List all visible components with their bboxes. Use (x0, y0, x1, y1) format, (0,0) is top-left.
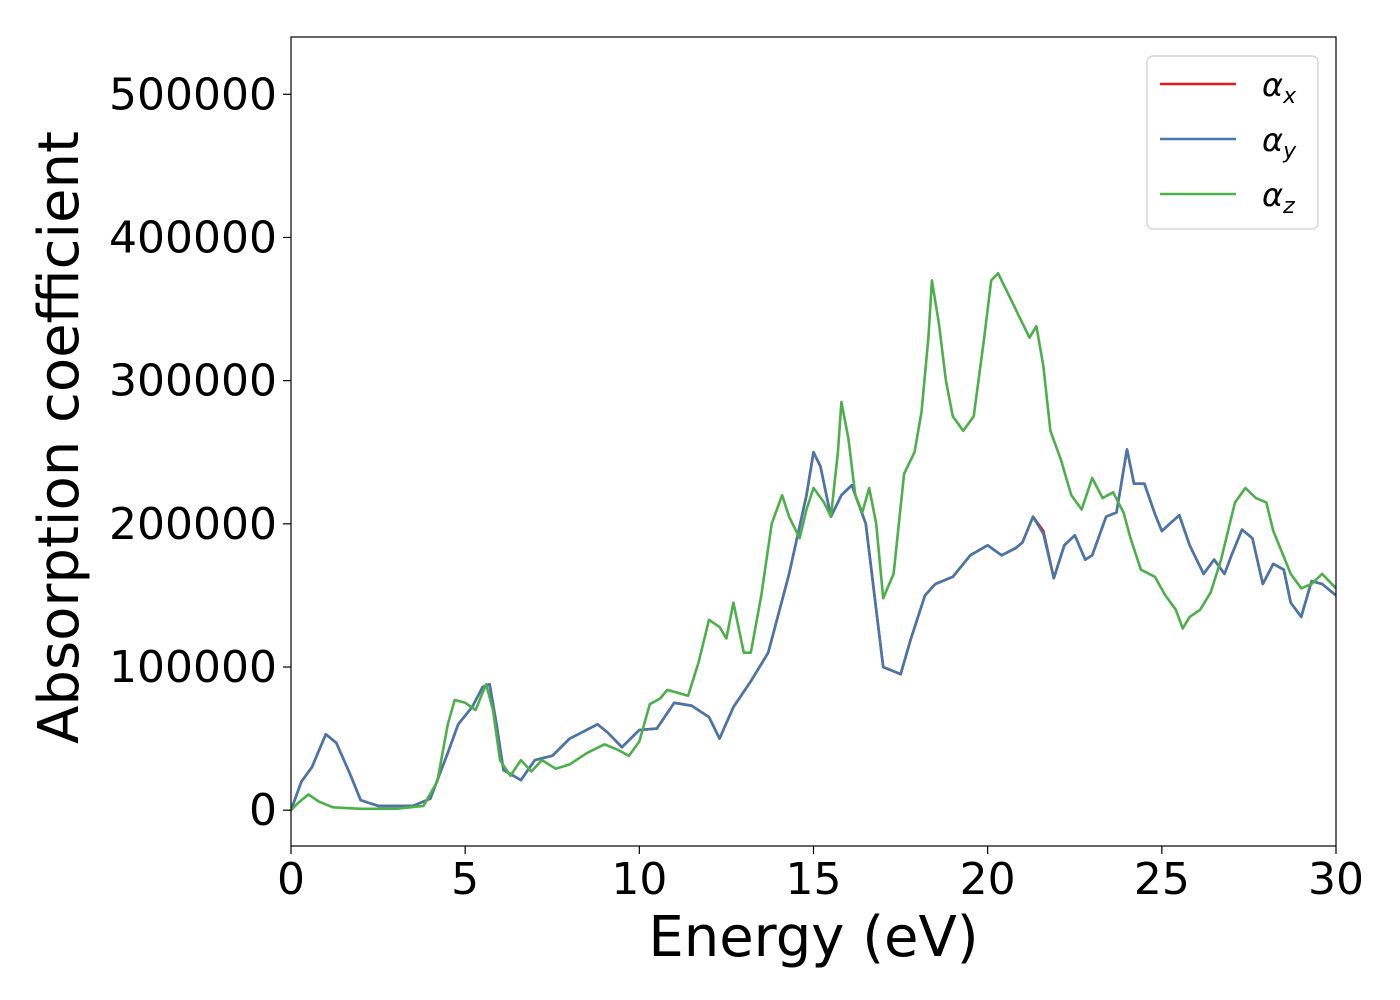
y-axis: 0 100000 200000 300000 400000 500000 (109, 69, 291, 836)
y-tick-label: 100000 (109, 642, 277, 693)
x-tick-label: 10 (611, 854, 667, 905)
series-line-alpha-z (291, 272, 1336, 812)
y-tick-label: 0 (249, 785, 277, 836)
y-axis-title: Absorption coefficient (27, 131, 92, 744)
x-axis: 0 5 10 15 20 25 30 (277, 846, 1364, 905)
x-tick-label: 5 (451, 854, 479, 905)
x-tick-label: 0 (277, 854, 305, 905)
y-tick-label: 300000 (109, 356, 277, 407)
y-tick-label: 400000 (109, 212, 277, 263)
x-axis-title: Energy (eV) (648, 905, 978, 970)
y-tick-label: 500000 (109, 69, 277, 120)
legend-label-alpha-x: αx (1262, 66, 1297, 109)
legend-label-alpha-y: αy (1262, 121, 1297, 164)
legend-label-alpha-z: αz (1262, 176, 1295, 219)
x-tick-label: 30 (1308, 854, 1364, 905)
x-tick-label: 15 (786, 854, 842, 905)
x-tick-label: 20 (960, 854, 1016, 905)
y-tick-label: 200000 (109, 499, 277, 550)
legend: αx αy αz (1146, 55, 1319, 230)
x-tick-label: 25 (1134, 854, 1190, 905)
series-line-alpha-y (291, 448, 1336, 812)
series-layer (291, 272, 1336, 812)
legend-box (1146, 55, 1319, 230)
